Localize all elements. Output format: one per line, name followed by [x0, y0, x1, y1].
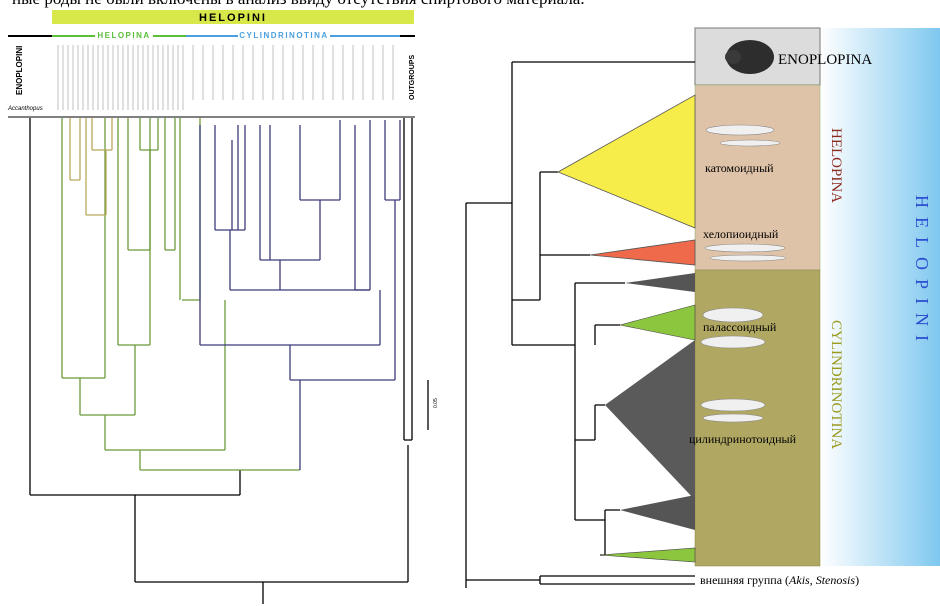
beetle-icon — [725, 50, 741, 64]
clade-triangle — [558, 95, 695, 228]
subtribe-label: HELOPINA — [97, 31, 150, 40]
cylindrinotina-branches — [200, 120, 400, 470]
clade-triangle — [620, 495, 695, 530]
scale-label: 0.05 — [433, 398, 439, 408]
outgroups: OUTGROUPS — [409, 55, 416, 100]
clade-label: CYLINDRINOTINA — [828, 320, 844, 449]
tribe-label: HELOPINI — [912, 195, 932, 350]
subtribe-label: CYLINDRINOTINA — [239, 31, 328, 40]
clade-label: HELOPINA — [828, 128, 844, 203]
morphotype-label: хелопиоидный — [703, 227, 779, 241]
sister-tribe: ENOPLOPINI — [15, 46, 24, 95]
tribe-label: HELOPINI — [199, 12, 267, 24]
left-tree: HELOPINI HELOPINA CYLINDRINOTINA ENOPLOP… — [7, 10, 439, 604]
clade-triangle — [600, 548, 695, 562]
morphotype-label: цилиндринотоидный — [689, 432, 797, 446]
right-tree: ENOPLOPINA HELOPINA CYLINDRINOTINA HELOP… — [466, 28, 940, 588]
helopina-branches — [62, 118, 300, 470]
helopina-subclade — [70, 118, 112, 215]
outgroup-taxon: Stenosis — [816, 573, 856, 587]
clade-box — [695, 85, 820, 270]
clade-triangle — [605, 340, 695, 500]
taxon-labels — [58, 45, 393, 110]
outgroup-text: внешняя группа ( — [700, 573, 789, 587]
outgroup-text: ) — [855, 573, 859, 587]
caption: ные роды не были включены в анализ ввиду… — [12, 0, 585, 8]
clade-label: ENOPLOPINA — [778, 52, 872, 68]
outgroup-taxon: Accanthopus — [7, 106, 43, 112]
outgroup-label: внешняя группа (Akis, Stenosis) — [700, 573, 859, 587]
morphotype-label: палассоидный — [703, 320, 777, 334]
clade-triangle — [590, 240, 695, 265]
root-branches — [30, 118, 428, 604]
figure: ные роды не были включены в анализ ввиду… — [0, 0, 940, 606]
clade-triangle — [625, 273, 695, 292]
morphotype-label: катомоидный — [705, 161, 774, 175]
outgroup-taxon: Akis — [788, 573, 810, 587]
clade-triangle — [620, 305, 695, 340]
